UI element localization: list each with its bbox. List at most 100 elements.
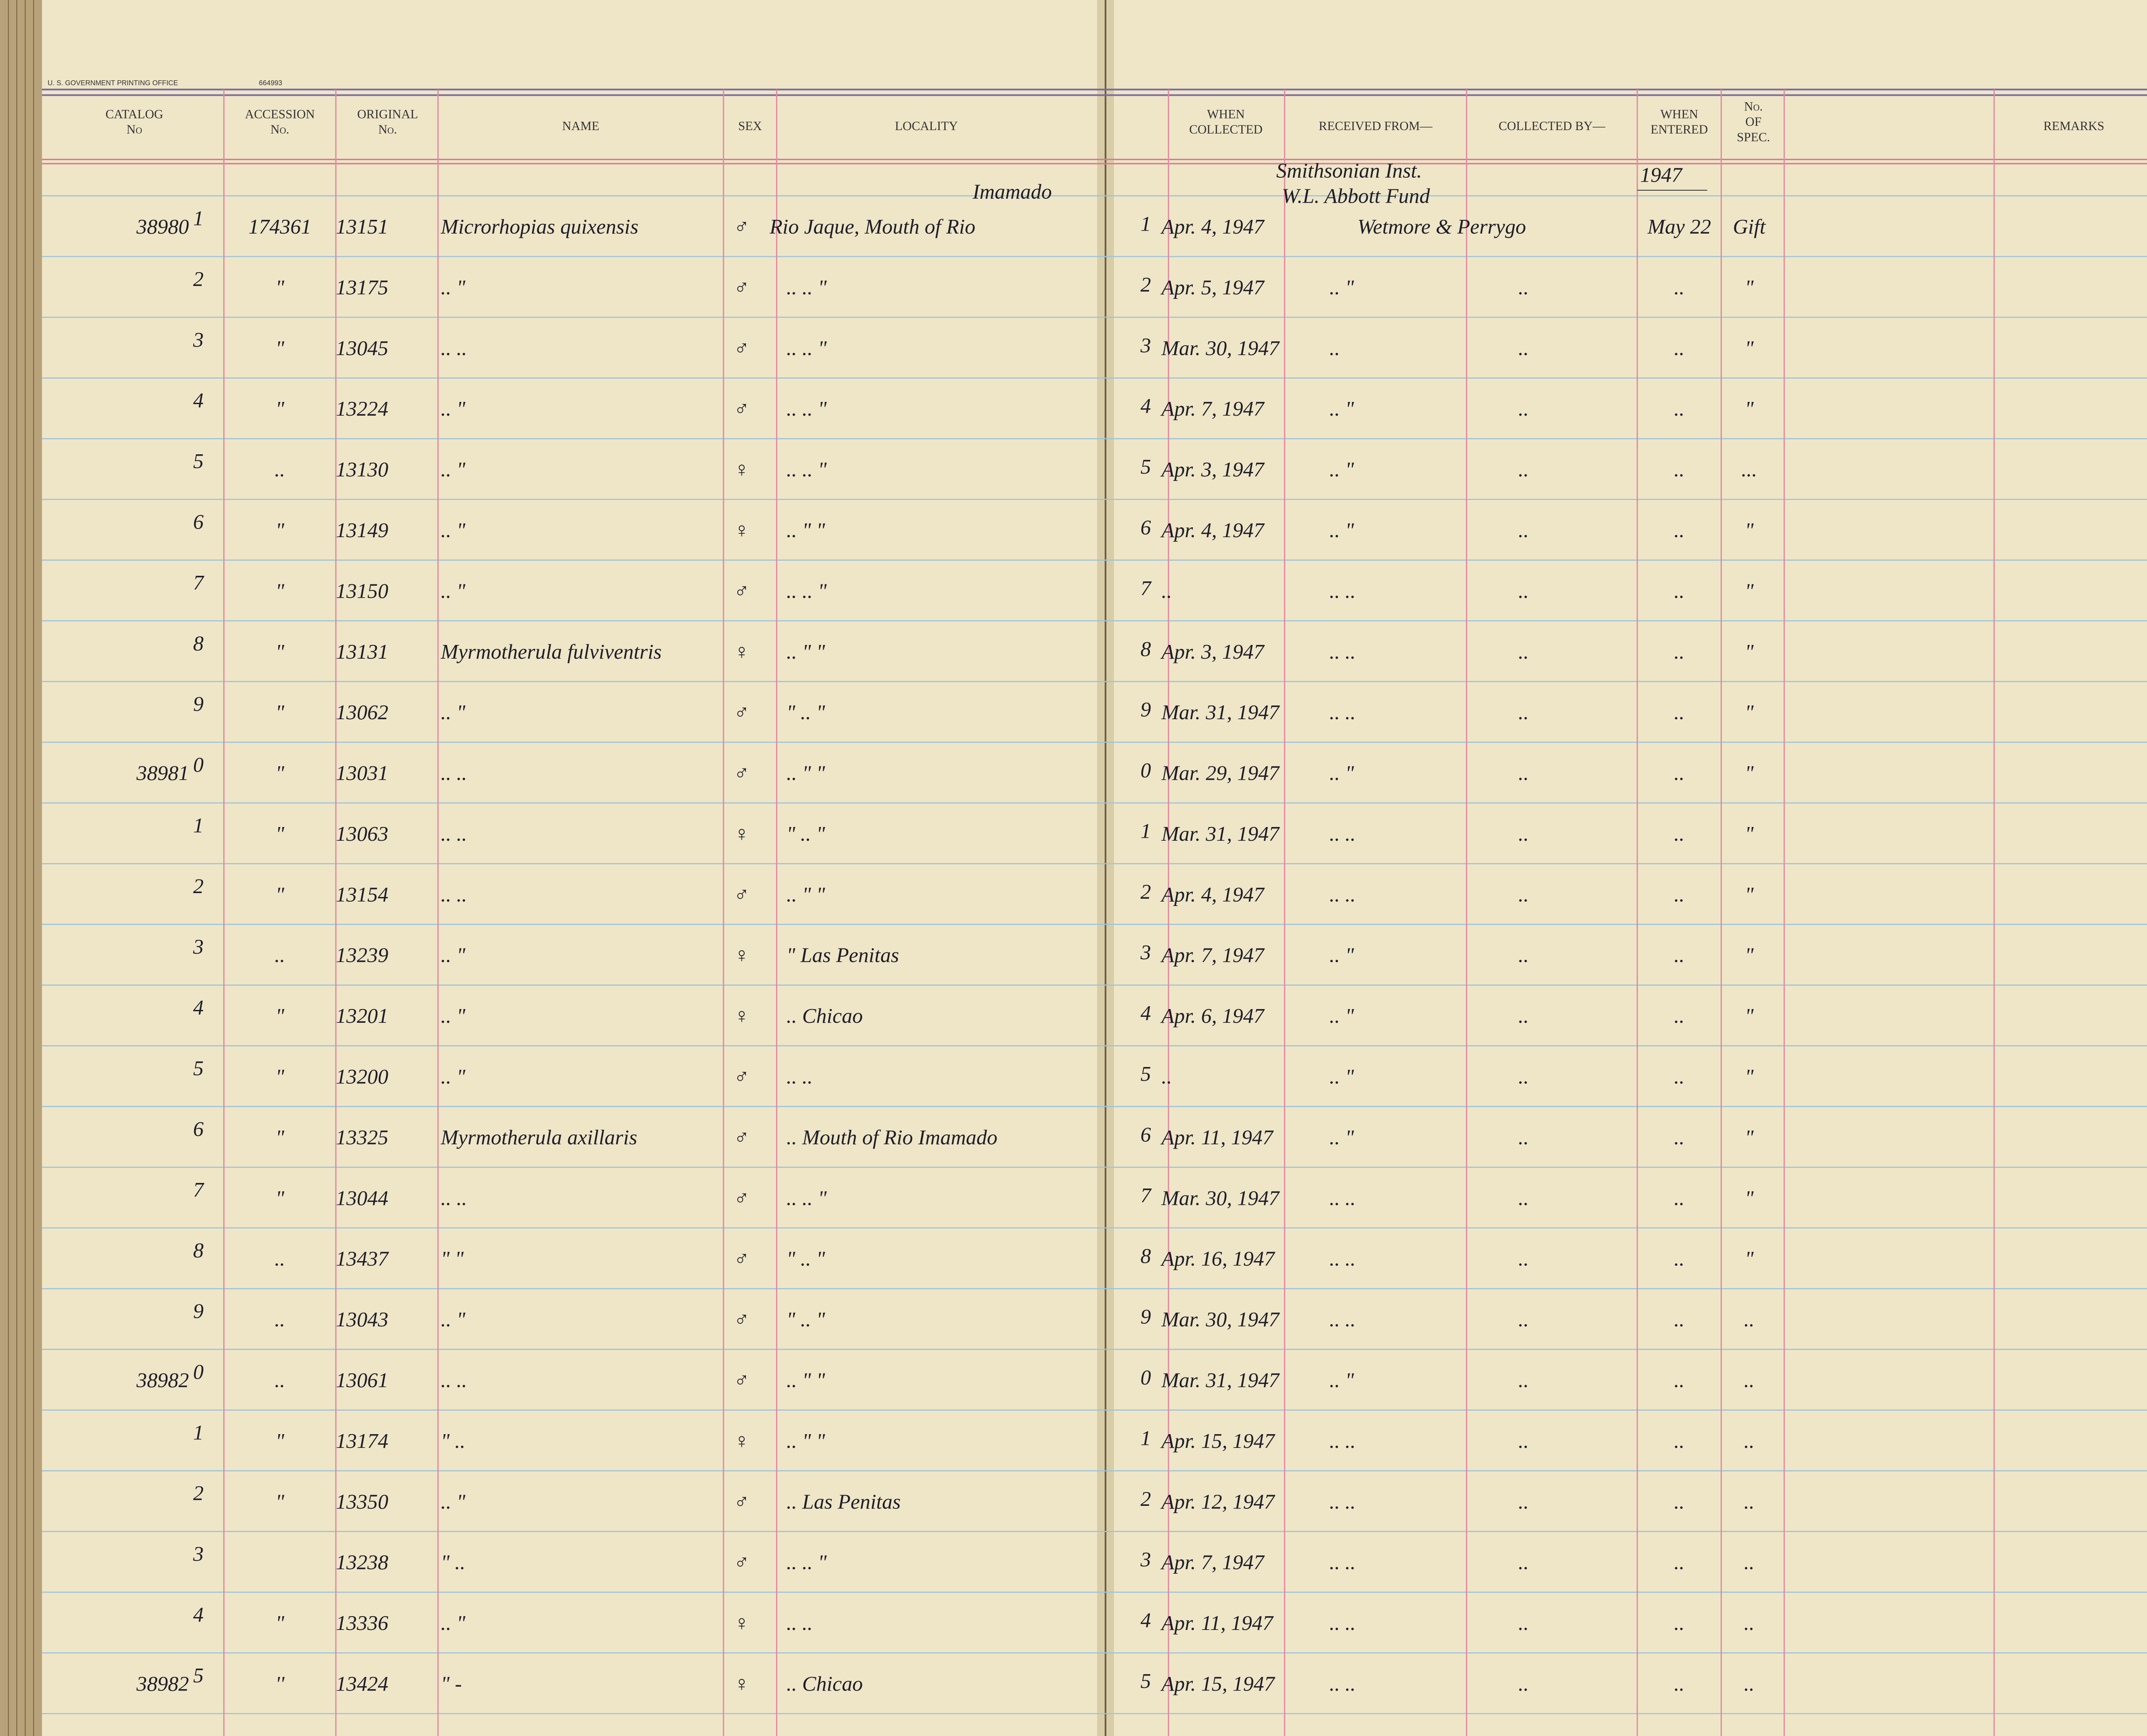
entry-sex: ♀ — [734, 640, 750, 663]
entry-original: 13437 — [336, 1247, 389, 1271]
column-header: REMARKS — [2044, 119, 2104, 133]
entry-collected-by: .. — [1518, 397, 1529, 420]
entry-spec: " — [1745, 1004, 1754, 1028]
ledger-entries: Imamado Smithsonian Inst.W.L. Abbott Fund… — [136, 159, 1766, 1696]
entry-name: .. .. — [441, 336, 467, 360]
column-header: ACCESSION — [245, 107, 315, 121]
entry-accession: " — [276, 1490, 285, 1513]
entry-collected-by: .. — [1518, 1307, 1529, 1331]
entry-name: .. .. — [441, 1368, 467, 1392]
entry-collected: Mar. 30, 1947 — [1161, 1186, 1280, 1210]
entry-name: .. " — [441, 1065, 466, 1088]
line-number: 1 — [1140, 212, 1151, 236]
entry-spec: Gift — [1733, 215, 1766, 238]
entry-locality: " .. " — [787, 1247, 825, 1271]
entry-name: .. " — [441, 700, 466, 724]
entry-collected: Apr. 11, 1947 — [1160, 1611, 1274, 1635]
entry-sex: ♂ — [734, 579, 750, 602]
page-edge-lines — [8, 0, 34, 1736]
entry-name: .. .. — [441, 822, 467, 845]
entry-received: .. .. — [1329, 579, 1356, 602]
entry-spec: " — [1745, 882, 1754, 906]
line-number: 5 — [1140, 455, 1151, 478]
entry-name: .. " — [441, 458, 466, 481]
entry-original: 13200 — [336, 1065, 388, 1088]
entry-spec: .. — [1744, 1368, 1754, 1392]
column-header: COLLECTED BY— — [1499, 119, 1606, 133]
entry-collected-by: .. — [1518, 1611, 1529, 1635]
entry-entered: .. — [1674, 579, 1684, 602]
line-number: 0 — [1140, 758, 1151, 782]
note-received: Smithsonian Inst. — [1276, 159, 1422, 182]
entry-entered: .. — [1674, 1429, 1684, 1453]
entry-locality: .. " " — [787, 518, 825, 542]
entry-accession: " — [276, 640, 285, 663]
entry-accession: " — [276, 275, 285, 299]
entry-collected-by: .. — [1518, 822, 1529, 845]
entry-spec: " — [1745, 579, 1754, 602]
entry-accession: .. — [275, 1247, 285, 1271]
entry-spec: " — [1745, 397, 1754, 420]
line-number: 3 — [1140, 940, 1151, 964]
line-number: 5 — [1140, 1062, 1151, 1085]
entry-accession: " — [276, 518, 285, 542]
column-header: OF — [1746, 115, 1761, 129]
entry-original: 13031 — [336, 761, 388, 785]
entry-collected: Apr. 7, 1947 — [1160, 397, 1265, 420]
column-header: SEX — [738, 119, 762, 133]
entry-locality: " Las Penitas — [787, 943, 899, 967]
line-number: 0 — [193, 1360, 204, 1383]
entry-sex: ♀ — [734, 1611, 750, 1635]
column-header: No. — [378, 123, 397, 137]
column-lines — [223, 89, 1995, 1736]
entry-collected: .. — [1162, 1065, 1172, 1088]
entry-collected: Apr. 15, 1947 — [1160, 1429, 1276, 1453]
entry-collected-by: .. — [1518, 1551, 1529, 1574]
line-number: 0 — [1140, 1365, 1151, 1389]
page-edges — [0, 0, 42, 1736]
entry-sex: ♂ — [734, 1307, 750, 1331]
line-number: 4 — [1140, 1608, 1151, 1632]
entry-name: .. .. — [441, 882, 467, 906]
entry-collected-by: .. — [1518, 1368, 1529, 1392]
entry-received: .. " — [1329, 1065, 1354, 1088]
entry-locality: .. Mouth of Rio Imamado — [787, 1125, 997, 1149]
entry-accession: " — [276, 1125, 285, 1149]
entry-received: .. .. — [1329, 1551, 1356, 1574]
line-number: 2 — [1140, 273, 1151, 296]
entry-name: Myrmotherula fulviventris — [441, 640, 662, 663]
entry-collected-by: .. — [1518, 336, 1529, 360]
line-number: 8 — [1140, 637, 1151, 660]
entry-collected: Apr. 7, 1947 — [1160, 943, 1265, 967]
entry-collected-by: .. — [1518, 1490, 1529, 1513]
entry-spec: " — [1745, 1186, 1754, 1210]
line-number: 3 — [1140, 333, 1151, 357]
entry-accession: " — [276, 1065, 285, 1088]
printer-line: U. S. GOVERNMENT PRINTING OFFICE — [48, 79, 178, 87]
entry-collected: .. — [1162, 579, 1172, 602]
entry-collected: Apr. 12, 1947 — [1160, 1490, 1276, 1513]
entry-accession: .. — [275, 1307, 285, 1331]
entry-name: .. " — [441, 518, 466, 542]
entry-locality: .. .. " — [787, 1551, 827, 1574]
entry-sex: ♀ — [734, 1672, 750, 1695]
entry-name: .. " — [441, 275, 466, 299]
line-number: 7 — [1140, 576, 1152, 600]
entry-accession: " — [276, 1429, 285, 1453]
entry-accession: " — [276, 882, 285, 906]
entry-sex: ♂ — [734, 397, 750, 420]
entry-entered: .. — [1674, 1551, 1684, 1574]
line-number: 4 — [193, 389, 204, 412]
entry-accession: " — [276, 822, 285, 845]
entry-received: Wetmore & Perrygo — [1357, 215, 1526, 238]
entry-spec: .. — [1744, 1490, 1754, 1513]
entry-collected: Apr. 7, 1947 — [1160, 1551, 1265, 1574]
entry-spec: " — [1745, 518, 1754, 542]
entry-received: .. .. — [1329, 1490, 1356, 1513]
entry-entered: .. — [1674, 275, 1684, 299]
line-number: 5 — [193, 1663, 204, 1687]
entry-collected: Mar. 30, 1947 — [1161, 1307, 1280, 1331]
entry-original: 13154 — [336, 882, 388, 906]
entry-received: .. .. — [1329, 1611, 1356, 1635]
